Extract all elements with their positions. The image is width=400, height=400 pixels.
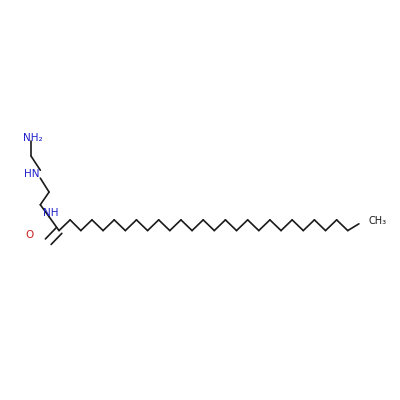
Text: O: O <box>26 230 34 240</box>
Text: HN: HN <box>24 169 40 179</box>
Text: NH₂: NH₂ <box>23 134 43 144</box>
Text: NH: NH <box>43 208 58 218</box>
Text: CH₃: CH₃ <box>369 216 387 226</box>
